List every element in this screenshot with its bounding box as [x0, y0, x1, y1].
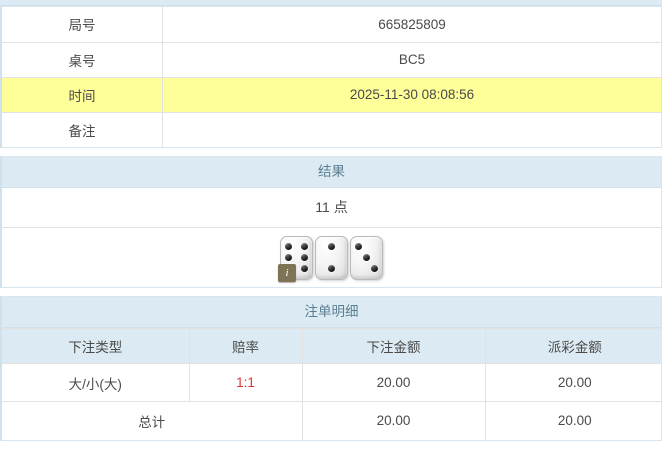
cell-total-label: 总计 [2, 401, 303, 440]
dice-group: i [278, 235, 383, 282]
top-header-strip [0, 0, 662, 6]
die-1-face-6: i [278, 235, 313, 282]
cell-payout-amount: 20.00 [484, 363, 662, 402]
table-row: 大/小(大) 1:1 20.00 20.00 [2, 363, 662, 402]
cell-bet-amount: 20.00 [301, 363, 486, 402]
round-info-panel: 局号 665825809 桌号 BC5 时间 2025-11-30 08:08:… [0, 6, 662, 148]
result-total-points: 11 点 [2, 188, 661, 228]
column-header-odds: 赔率 [188, 328, 303, 364]
result-panel-header: 结果 [2, 157, 661, 188]
info-label-table-no: 桌号 [2, 41, 163, 78]
column-header-bet-type: 下注类型 [2, 328, 190, 364]
panel-gap [0, 288, 662, 296]
cell-bet-type: 大/小(大) [2, 363, 190, 402]
die-pip [327, 243, 335, 251]
round-info-table: 局号 665825809 桌号 BC5 时间 2025-11-30 08:08:… [2, 7, 661, 147]
bet-detail-table: 下注类型 赔率 下注金额 派彩金额 大/小(大) 1:1 20.00 20.00… [2, 328, 662, 440]
table-row: 桌号 BC5 [2, 41, 661, 78]
panel-gap [0, 148, 662, 156]
die-pip [370, 264, 378, 272]
column-header-payout-amount: 派彩金额 [484, 328, 662, 364]
cell-total-payout-amount: 20.00 [484, 401, 662, 440]
dice-row: i [2, 228, 661, 287]
column-header-bet-amount: 下注金额 [301, 328, 486, 364]
bet-detail-panel: 注单明细 下注类型 赔率 下注金额 派彩金额 大/小(大) 1:1 20.00 … [0, 296, 662, 441]
die-pip [327, 264, 335, 272]
die-pip [362, 253, 370, 261]
die-pip [285, 253, 293, 261]
die-pip [300, 264, 308, 272]
result-panel: 结果 11 点 i [0, 156, 662, 288]
info-label-round-no: 局号 [2, 7, 163, 43]
die-2-face-2 [315, 235, 348, 280]
die-pip [355, 243, 363, 251]
info-value-time: 2025-11-30 08:08:56 [162, 76, 661, 113]
info-badge-icon[interactable]: i [278, 263, 296, 282]
die-pip [285, 243, 293, 251]
die-pip [300, 253, 308, 261]
bet-detail-header: 注单明细 [2, 297, 661, 328]
table-total-row: 总计 20.00 20.00 [2, 401, 662, 440]
info-label-remark: 备注 [2, 111, 163, 147]
info-label-time: 时间 [2, 76, 163, 113]
table-row: 局号 665825809 [2, 7, 661, 43]
table-header-row: 下注类型 赔率 下注金额 派彩金额 [2, 328, 662, 364]
cell-total-bet-amount: 20.00 [301, 401, 486, 440]
cell-odds: 1:1 [188, 363, 303, 402]
die-3-face-3 [350, 235, 383, 280]
info-value-remark [162, 111, 661, 147]
info-value-round-no: 665825809 [162, 7, 661, 43]
info-value-table-no: BC5 [162, 41, 661, 78]
table-row: 时间 2025-11-30 08:08:56 [2, 76, 661, 113]
die-pip [300, 243, 308, 251]
table-row: 备注 [2, 111, 661, 147]
